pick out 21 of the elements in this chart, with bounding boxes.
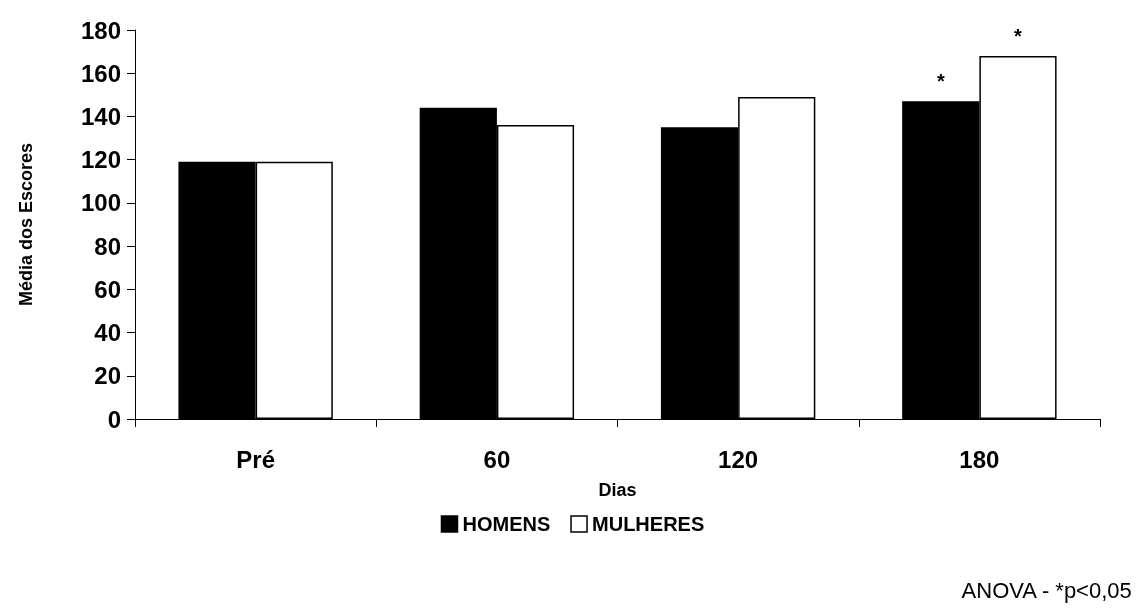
y-tick-label: 120 <box>80 146 121 174</box>
x-tick-label: Pré <box>236 445 275 473</box>
y-axis-title: Média dos Escores <box>16 142 36 307</box>
x-tick-label: 180 <box>959 445 1000 473</box>
x-axis-title: Dias <box>598 480 637 500</box>
y-tick-label: 0 <box>107 405 121 433</box>
y-tick-label: 80 <box>94 232 121 260</box>
y-tick-label: 20 <box>94 362 121 390</box>
annotation: * <box>936 70 945 93</box>
x-tick-label: 120 <box>718 445 759 473</box>
y-tick-label: 160 <box>80 59 121 87</box>
x-tick-label: 60 <box>483 445 511 473</box>
annotation: * <box>1014 24 1023 47</box>
y-tick-label: 100 <box>80 189 121 217</box>
legend-label: MULHERES <box>592 513 705 535</box>
y-tick-label: 40 <box>94 319 121 347</box>
text: ANOVA - *p<0,05 <box>961 577 1132 603</box>
y-tick-label: 180 <box>80 16 121 44</box>
y-tick-label: 140 <box>80 102 121 130</box>
legend-label: HOMENS <box>462 513 551 535</box>
y-tick-label: 60 <box>94 275 121 303</box>
